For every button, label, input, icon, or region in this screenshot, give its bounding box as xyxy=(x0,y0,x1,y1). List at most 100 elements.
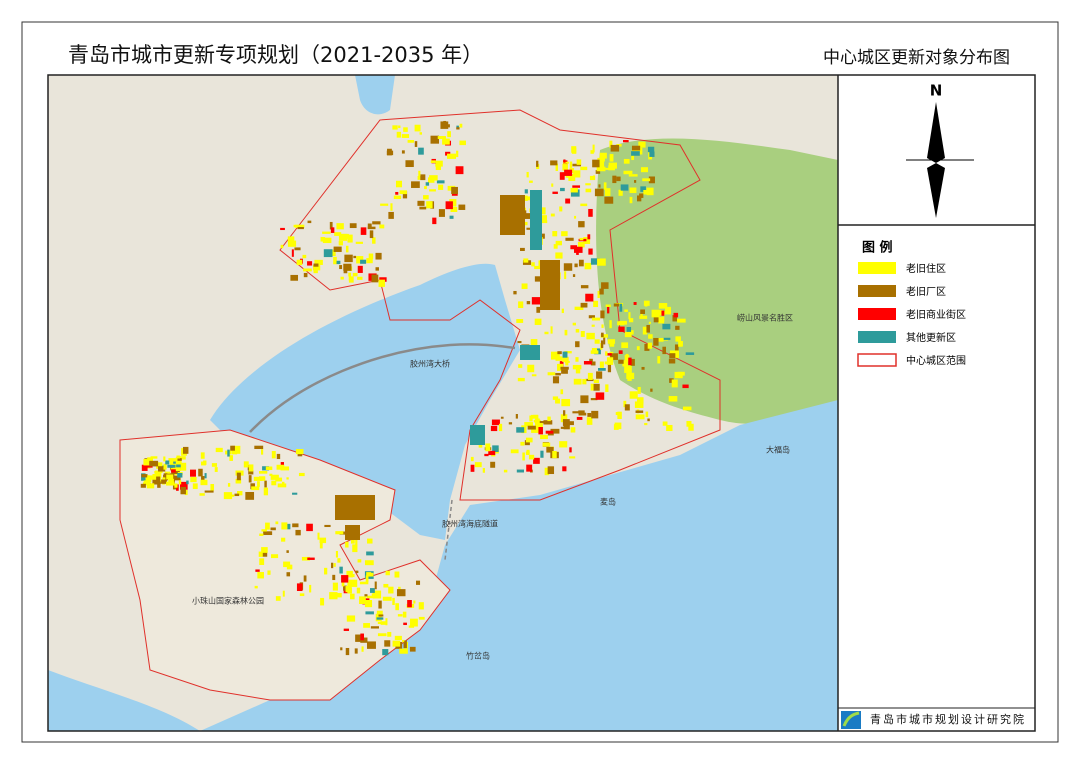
patch xyxy=(271,451,276,459)
patch xyxy=(211,463,218,467)
patch xyxy=(403,127,408,132)
patch xyxy=(563,410,566,416)
patch xyxy=(303,268,312,272)
patch xyxy=(147,457,153,462)
patch xyxy=(578,412,587,416)
patch xyxy=(261,547,268,553)
patch xyxy=(372,237,376,244)
patch xyxy=(269,473,273,476)
patch xyxy=(531,297,541,305)
patch xyxy=(552,396,559,400)
patch xyxy=(382,596,392,601)
sea xyxy=(200,400,838,731)
patches xyxy=(140,120,695,656)
patch xyxy=(609,140,613,148)
patch xyxy=(561,231,568,237)
patch xyxy=(265,466,273,470)
patch xyxy=(561,398,571,407)
patch xyxy=(152,473,156,477)
patch xyxy=(451,192,458,196)
patch xyxy=(251,486,260,491)
patch xyxy=(640,167,648,173)
patch xyxy=(595,169,601,174)
patch xyxy=(623,158,630,164)
patch xyxy=(357,276,363,280)
patch xyxy=(382,649,389,656)
patch xyxy=(390,203,393,211)
patch xyxy=(562,419,570,426)
patch xyxy=(330,227,335,233)
patch xyxy=(150,456,158,459)
legend-swatch xyxy=(858,285,896,297)
patch xyxy=(679,341,683,347)
patch xyxy=(380,203,389,206)
patch xyxy=(685,352,695,355)
patch xyxy=(335,495,375,520)
patch xyxy=(618,350,623,354)
patch xyxy=(248,475,252,483)
patch xyxy=(520,247,525,251)
patch xyxy=(485,443,491,452)
patch xyxy=(307,220,312,224)
patch xyxy=(550,326,553,334)
patch xyxy=(399,648,408,654)
patch xyxy=(214,467,218,472)
patch xyxy=(648,321,651,324)
legend-label: 其他更新区 xyxy=(906,331,956,344)
patch xyxy=(359,581,369,585)
patch xyxy=(498,423,503,432)
patch xyxy=(500,195,525,235)
patch xyxy=(610,353,618,360)
patch xyxy=(598,368,606,371)
patch xyxy=(586,332,595,340)
patch xyxy=(572,411,581,414)
patch xyxy=(657,310,663,313)
patch xyxy=(592,159,600,168)
patch xyxy=(347,234,353,243)
patch xyxy=(524,440,530,446)
patch xyxy=(585,293,594,302)
patch xyxy=(177,472,183,478)
patch xyxy=(270,474,279,480)
patch xyxy=(178,462,187,471)
patch xyxy=(174,483,178,488)
patch xyxy=(384,640,391,647)
patch xyxy=(640,309,646,314)
patch xyxy=(447,153,457,159)
patch xyxy=(587,372,593,380)
patch xyxy=(428,177,435,183)
patch xyxy=(419,132,423,135)
patch xyxy=(590,350,599,354)
patch xyxy=(147,478,152,483)
patch xyxy=(470,425,485,445)
patch xyxy=(456,127,460,130)
patch xyxy=(666,424,673,432)
patch xyxy=(630,358,635,366)
patch xyxy=(349,223,357,229)
patch xyxy=(569,161,573,168)
patch xyxy=(280,227,285,231)
patch xyxy=(646,187,654,196)
patch xyxy=(430,176,436,179)
patch xyxy=(355,241,363,244)
patch xyxy=(230,445,235,451)
patch xyxy=(656,310,666,316)
patch xyxy=(329,221,333,230)
patch xyxy=(517,377,525,382)
patch xyxy=(580,285,589,289)
patch xyxy=(555,163,558,171)
patch xyxy=(280,466,290,471)
patch xyxy=(163,456,166,462)
patch xyxy=(490,425,498,432)
patch xyxy=(562,466,567,472)
patch xyxy=(663,337,671,340)
patch xyxy=(544,331,549,335)
patch xyxy=(607,364,612,373)
patch xyxy=(626,326,632,334)
patch xyxy=(576,248,579,255)
patch xyxy=(372,590,382,599)
patch xyxy=(534,276,544,282)
patch xyxy=(336,260,341,265)
patch xyxy=(490,461,496,468)
patch xyxy=(629,196,633,204)
